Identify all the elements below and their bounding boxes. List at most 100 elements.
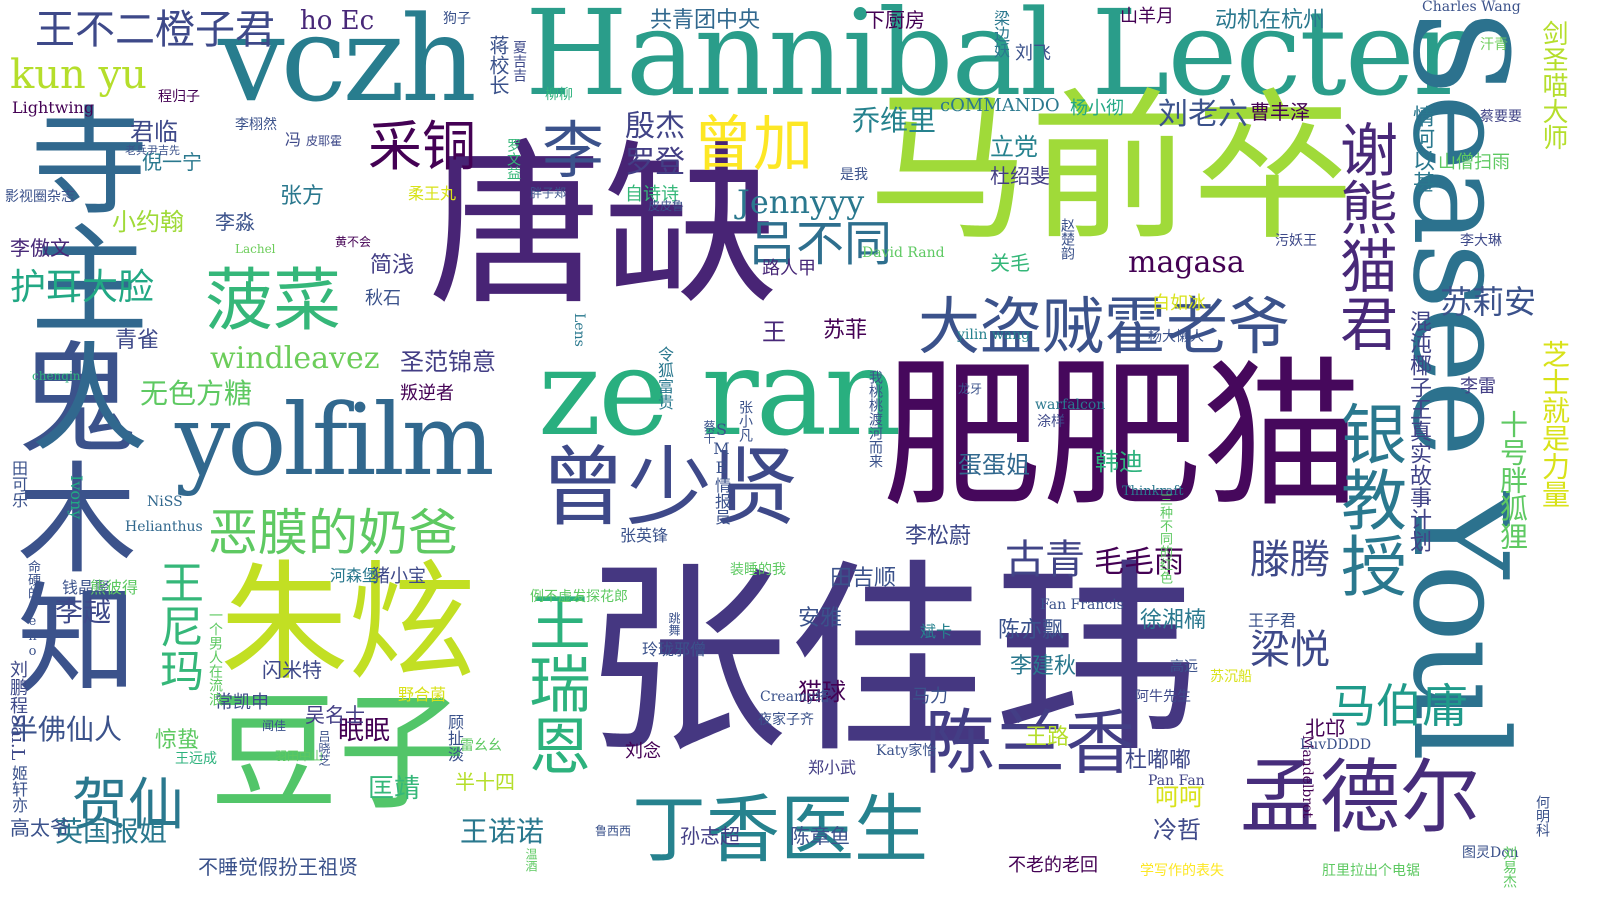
word: 蔡千	[702, 420, 716, 444]
word: 王远成	[175, 751, 217, 767]
word: 装睡的我	[730, 562, 786, 578]
word: 刘鹏程Sai.L	[7, 660, 28, 761]
word: 肥肥猫	[882, 342, 1363, 529]
word: Lens	[571, 313, 587, 347]
word: 阿牛先生	[1135, 689, 1191, 705]
word: 谢熊猫君	[1330, 120, 1398, 352]
word: warfalcon	[1035, 397, 1106, 413]
word: 吕不同	[748, 216, 893, 272]
word: 剑圣喵大师	[1538, 20, 1568, 150]
word: Pan Fan	[1148, 773, 1205, 789]
word: 皮耶霍	[306, 134, 343, 148]
word: cOMMANDO	[940, 95, 1060, 116]
word: 张小凡	[737, 400, 753, 442]
word: 北邙	[1305, 716, 1345, 740]
word: 小约翰	[112, 208, 184, 236]
word: 王瑞恩	[518, 590, 591, 776]
word: 皮皮鲁	[648, 199, 685, 213]
word: 菠菜	[205, 262, 342, 341]
word: 芝士就是力量	[1538, 340, 1571, 508]
word: 斌卡	[920, 622, 953, 641]
word: 护耳大脸	[10, 267, 155, 308]
word: 孟德尔	[1240, 751, 1480, 844]
word: 苏莉安	[1440, 283, 1537, 321]
word: 玲珑邪僧	[642, 640, 707, 659]
word: 乔维里	[852, 104, 937, 137]
word: ho Ec	[300, 6, 375, 36]
word: 君临	[130, 118, 178, 146]
word: 王子君	[1248, 611, 1297, 630]
word: 英国报姐	[55, 815, 168, 848]
word: 立党	[990, 133, 1038, 161]
word: 闻佳	[262, 719, 287, 733]
word: 陈兰香	[925, 702, 1135, 784]
word: 梁边妖	[991, 10, 1010, 58]
word: 韩迪	[1095, 448, 1143, 476]
word: 山僧扫雨	[1438, 152, 1510, 173]
word: Seasee Youl	[1384, 8, 1536, 759]
word: 下厨房	[865, 8, 925, 32]
word: 李栩然	[235, 117, 277, 133]
word: 张方	[280, 184, 325, 209]
word: Lachel	[235, 242, 276, 256]
word: 半佛仙人	[10, 713, 123, 746]
word: 学写作的表失	[1140, 863, 1224, 879]
word: 不老的老回	[1008, 855, 1098, 876]
word: 老兵尹吉先	[125, 144, 180, 157]
word: LuvDDDD	[1300, 737, 1372, 753]
word: 无色方糖	[140, 377, 253, 410]
word: 三种不同的红色	[1157, 493, 1172, 584]
word: 大盗贼霍老爷	[918, 290, 1291, 363]
word: 动机在杭州	[1215, 8, 1326, 33]
word: 涂样	[1037, 414, 1065, 430]
word: 鬼木知	[0, 336, 135, 696]
word: 陈章鱼	[790, 824, 850, 848]
word: 夏吉吉	[511, 40, 527, 82]
word: 王诺诺	[460, 815, 545, 848]
word: 污妖王	[1275, 233, 1317, 249]
word: 李越	[55, 595, 112, 628]
word: Jennyyy	[737, 183, 865, 221]
word: 自诗诗	[625, 184, 679, 205]
word: 李建秋	[1010, 654, 1077, 679]
word: 匡靖	[368, 774, 421, 804]
word: 猫球	[798, 678, 846, 706]
word: 杨小彻	[1070, 98, 1124, 119]
word: 恶膜的奶爸	[208, 504, 458, 562]
word: 刘念	[625, 741, 661, 762]
word: 苏菲	[823, 318, 868, 343]
word: 温酒	[524, 848, 538, 872]
word: 蛋蛋姐	[958, 451, 1030, 479]
word: 曹丰泽	[1250, 100, 1310, 124]
word: 李大琳	[1460, 233, 1502, 249]
word: 河森堡	[330, 566, 379, 585]
word: 张佳玮	[583, 543, 1198, 781]
word: 毛毛雨	[1094, 545, 1184, 580]
word: Thinkraft	[1122, 484, 1184, 499]
word: 简浅	[370, 253, 415, 278]
word: 吴名士	[305, 703, 365, 727]
word: 吕晓芝	[317, 730, 331, 766]
word: Katy家怡	[876, 743, 937, 759]
word: 唐缺	[428, 126, 778, 329]
word: NiSS	[147, 494, 183, 510]
word: David Rand	[862, 245, 945, 261]
word: 十号胖狐狸	[1496, 410, 1529, 550]
word: 羽田中山	[275, 749, 324, 763]
word: magasa	[1128, 245, 1245, 280]
word: 野合菌	[398, 685, 447, 704]
word: kun yu	[10, 52, 147, 98]
word: 秋石	[365, 288, 401, 309]
word: 图灵Don	[1462, 845, 1519, 861]
word: 混沌椰子王真实故事计划	[1406, 310, 1431, 552]
word: 程归子	[158, 89, 200, 105]
word: 贺仙	[72, 773, 184, 838]
word: 令狐富贵	[655, 346, 674, 410]
word: 刘飞	[1015, 43, 1051, 64]
word: 古青	[1005, 537, 1085, 583]
word: 白如冰	[1152, 293, 1206, 314]
word: 马前卒	[868, 75, 1354, 263]
word: 山羊月	[1120, 6, 1174, 27]
word: 李傲文	[10, 236, 70, 260]
word: 共青团中央	[650, 8, 761, 33]
